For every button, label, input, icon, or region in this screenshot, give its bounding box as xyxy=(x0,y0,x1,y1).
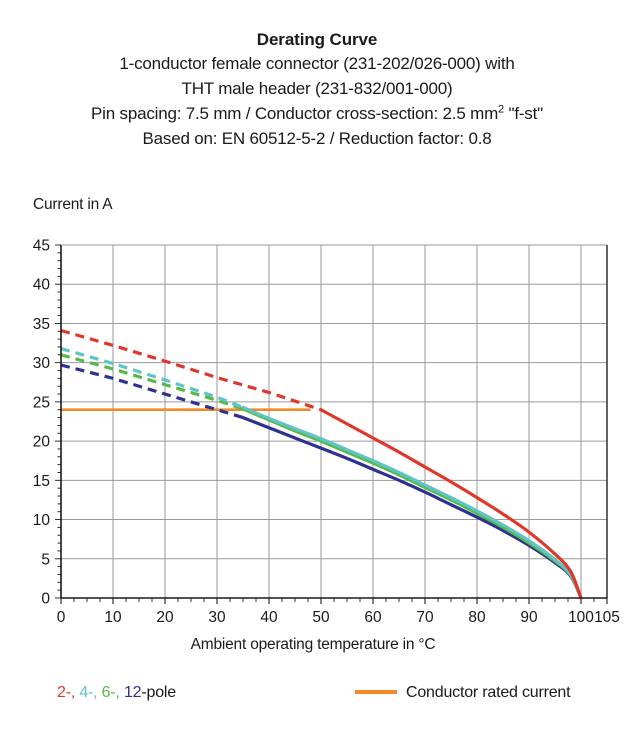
x-tick-label: 100 xyxy=(568,609,594,626)
chart-title: Derating Curve xyxy=(256,30,378,49)
axis-ticks xyxy=(55,244,608,604)
conductor-type-text: "f-st" xyxy=(503,104,543,123)
chart-subtitle-line-2: 1-conductor female connector (231-202/02… xyxy=(119,54,515,73)
plot-frame xyxy=(60,244,608,599)
superscript-two: 2 xyxy=(498,103,504,116)
legend-pole-series: 2-, 4-, 6-, 12-pole xyxy=(57,684,176,702)
y-tick-label: 20 xyxy=(33,434,51,451)
x-tick-label: 30 xyxy=(208,609,226,626)
y-tick-label: 25 xyxy=(33,394,50,411)
y-tick-label: 40 xyxy=(33,277,51,294)
y-tick-label: 30 xyxy=(33,355,51,372)
chart-subtitle-line-4: Pin spacing: 7.5 mm / Conductor cross-se… xyxy=(0,101,634,126)
legend-rated-current: Conductor rated current xyxy=(355,684,571,702)
series-lines xyxy=(60,328,583,600)
series-2-pole xyxy=(60,328,583,600)
x-tick-label: 80 xyxy=(468,609,486,626)
legend-item-6-pole: 6-, xyxy=(101,684,120,701)
x-tick-label: 10 xyxy=(104,609,122,626)
chart-container: Current in A Ambient operating temperatu… xyxy=(0,196,634,676)
x-tick-label: 90 xyxy=(520,609,538,626)
x-tick-label: 20 xyxy=(156,609,174,626)
legend-item-2-pole: 2-, xyxy=(57,684,76,701)
pin-spacing-text: Pin spacing: 7.5 mm / Conductor cross-se… xyxy=(91,104,499,123)
legend-rated-label: Conductor rated current xyxy=(406,684,571,701)
x-tick-label: 60 xyxy=(364,609,382,626)
y-tick-label: 5 xyxy=(41,551,50,568)
legend: 2-, 4-, 6-, 12-pole Conductor rated curr… xyxy=(0,684,634,718)
y-tick-label: 45 xyxy=(33,238,50,255)
x-axis-title: Ambient operating temperature in °C xyxy=(190,636,436,653)
y-tick-label: 10 xyxy=(33,512,51,529)
title-block: Derating Curve 1-conductor female connec… xyxy=(0,0,634,151)
y-tick-label: 0 xyxy=(41,591,50,608)
series-4-pole xyxy=(60,347,583,600)
y-tick-label: 15 xyxy=(33,473,50,490)
legend-item-4-pole: 4-, xyxy=(79,684,98,701)
x-tick-label: 105 xyxy=(594,609,620,626)
x-tick-label: 40 xyxy=(260,609,278,626)
chart-subtitle-line-3: THT male header (231-832/001-000) xyxy=(181,79,453,98)
tick-labels: 0 10 20 30 40 50 60 70 80 90 100 105 0 5 10 15 20 25 30 35 4… xyxy=(33,238,620,627)
legend-item-12-pole: 12 xyxy=(123,684,142,701)
grid-lines xyxy=(61,244,608,598)
legend-pole-suffix: -pole xyxy=(141,684,176,701)
chart-subtitle-line-5: Based on: EN 60512-5-2 / Reduction facto… xyxy=(142,129,492,148)
derating-curve-plot: 0 10 20 30 40 50 60 70 80 90 100 105 0 5 10 15 20 25 30 35 4… xyxy=(33,238,620,627)
x-tick-label: 50 xyxy=(312,609,330,626)
x-tick-label: 0 xyxy=(57,609,66,626)
y-axis-title: Current in A xyxy=(33,196,113,213)
rated-current-swatch xyxy=(355,689,397,694)
x-tick-label: 70 xyxy=(416,609,434,626)
y-tick-label: 35 xyxy=(33,316,50,333)
